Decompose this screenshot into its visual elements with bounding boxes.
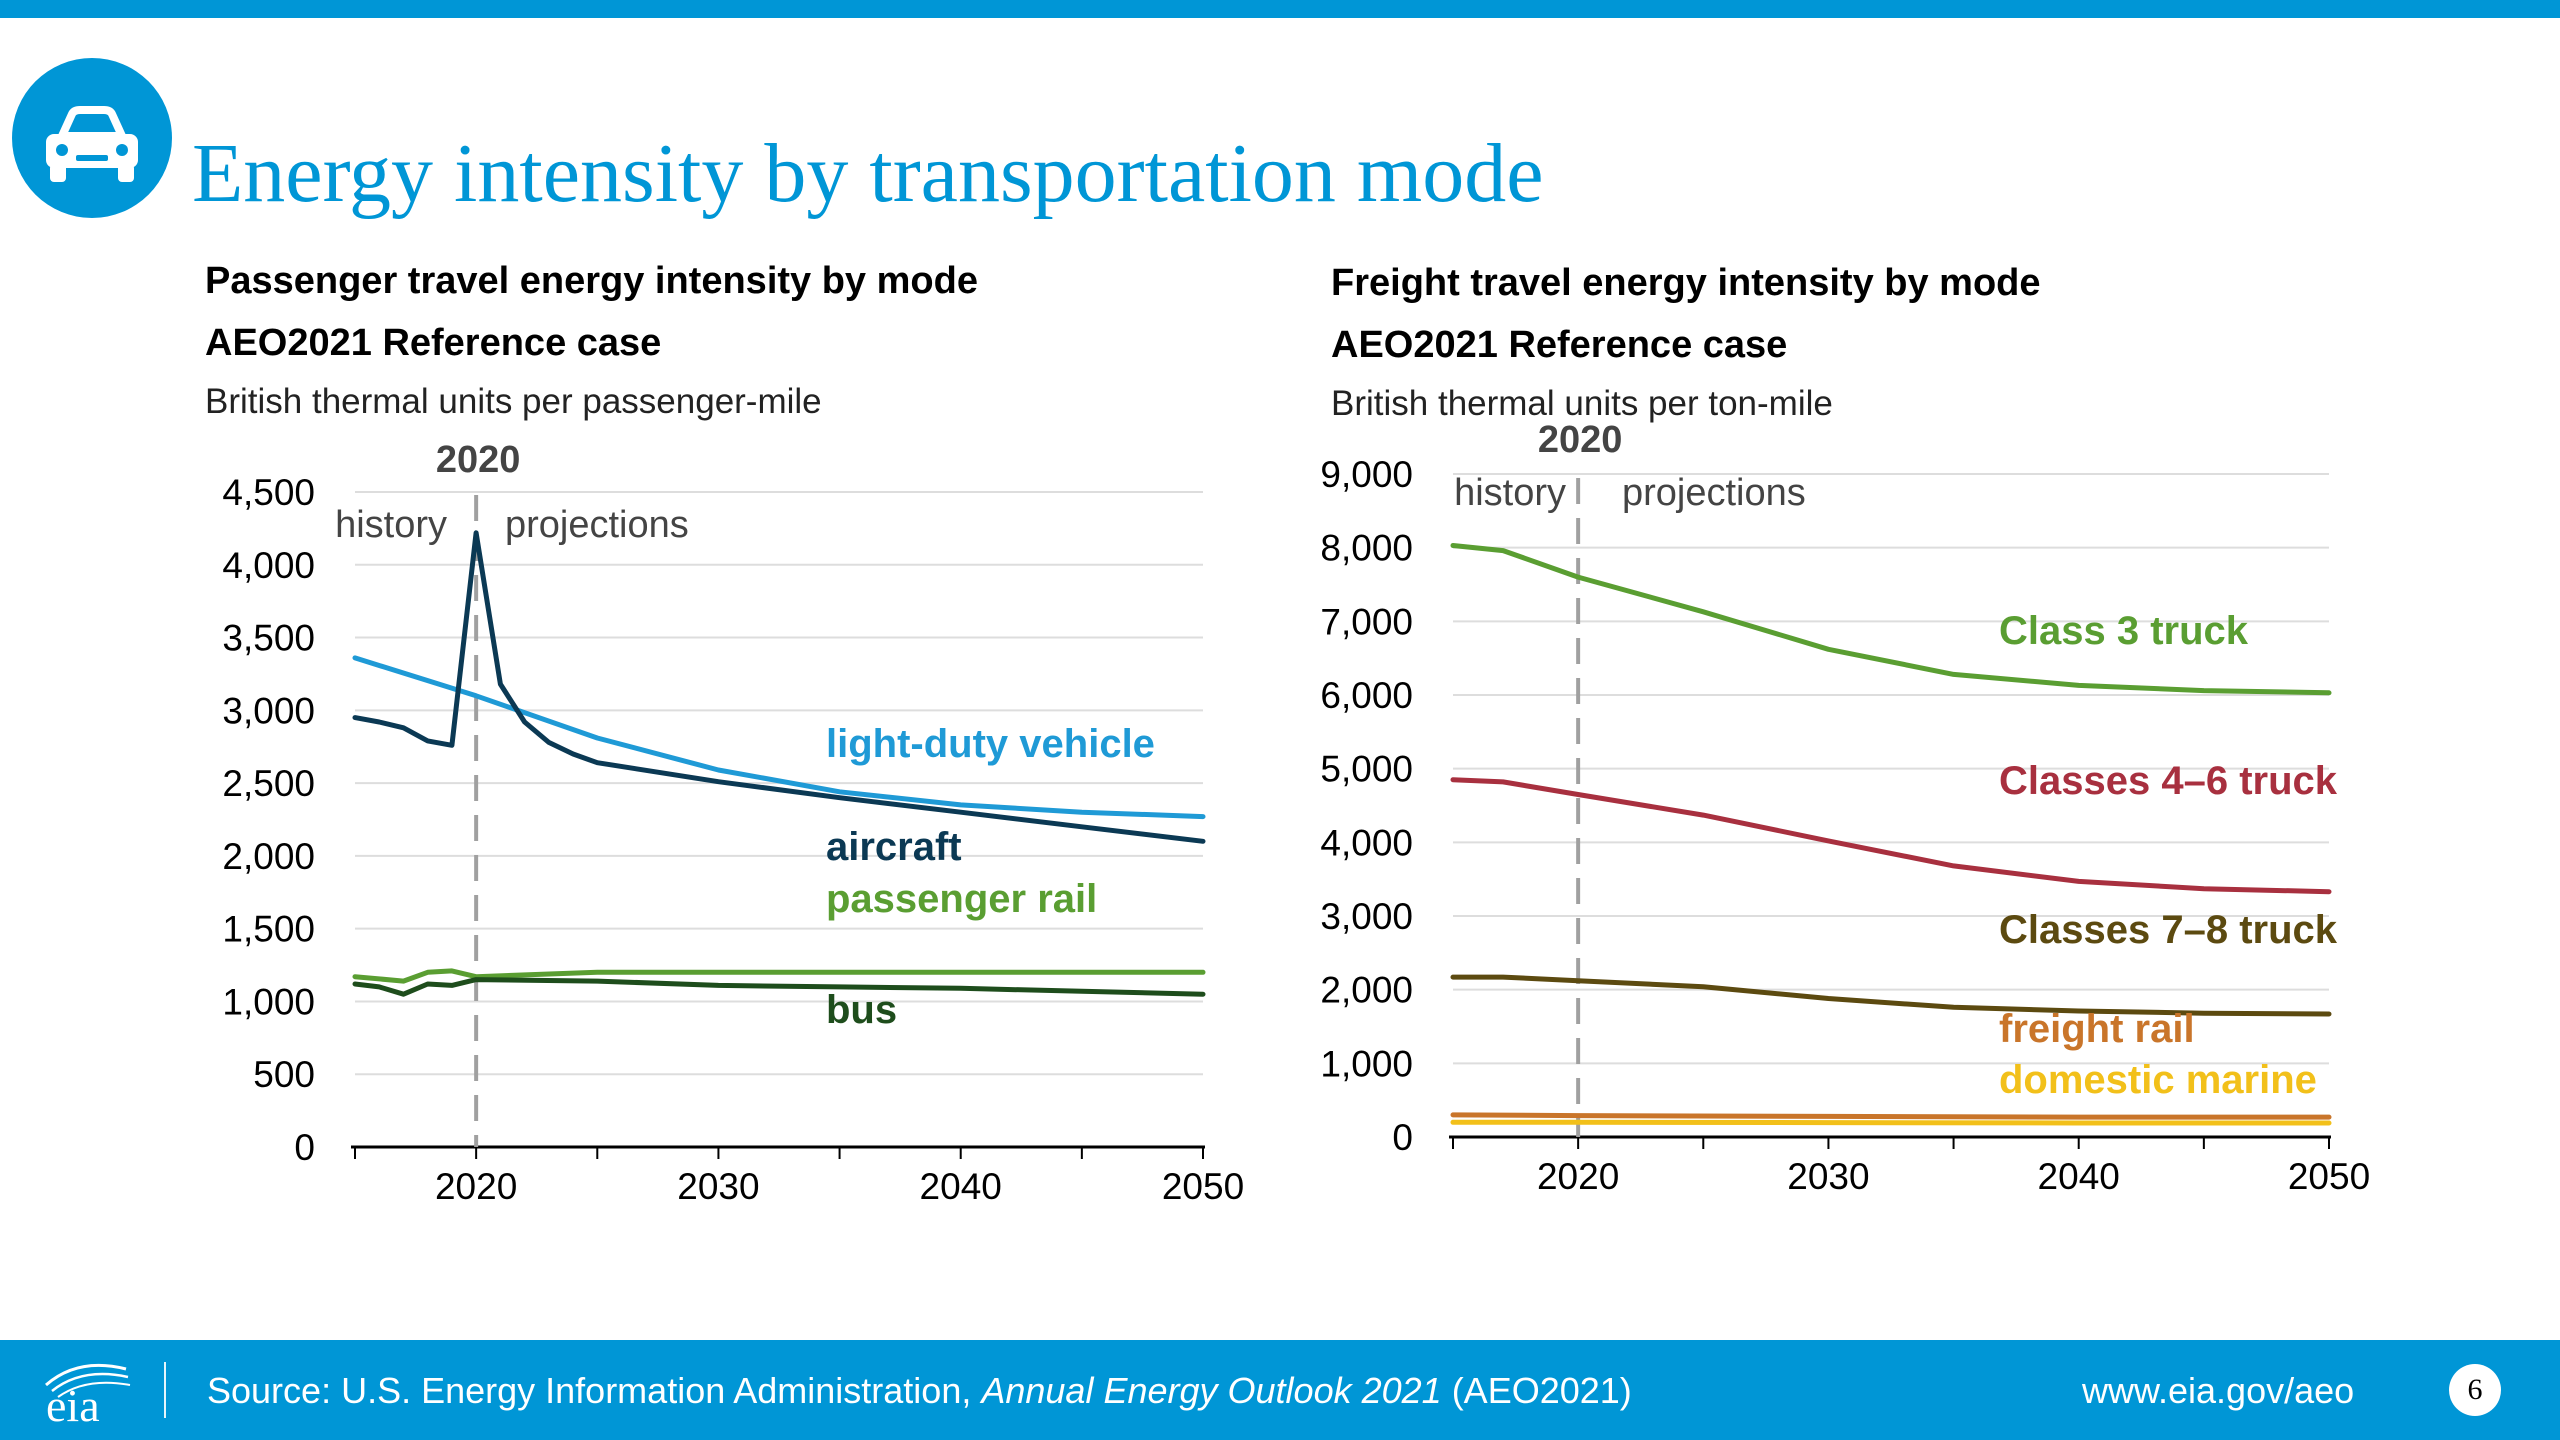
- passenger-y-tick-label: 3,500: [222, 618, 315, 659]
- freight-y-tick-label: 4,000: [1320, 822, 1413, 863]
- passenger-y-tick-label: 2,000: [222, 836, 315, 877]
- passenger-y-tick-label: 4,500: [222, 472, 315, 513]
- freight-divider-year-label: 2020: [1538, 419, 1623, 461]
- freight-y-tick-label: 1,000: [1320, 1043, 1413, 1084]
- source-prefix: Source: U.S. Energy Information Administ…: [207, 1370, 982, 1411]
- top-accent-bar: [0, 0, 2560, 18]
- freight-y-tick-label: 3,000: [1320, 896, 1413, 937]
- passenger-divider-year-label: 2020: [436, 439, 521, 481]
- freight-history-label: history: [1454, 472, 1566, 514]
- freight-y-tick-label: 8,000: [1320, 528, 1413, 569]
- passenger-chart-title: Passenger travel energy intensity by mod…: [205, 260, 978, 302]
- passenger-y-tick-label: 3,000: [222, 690, 315, 731]
- source-suffix: (AEO2021): [1441, 1370, 1632, 1411]
- eia-logo-icon: eia: [45, 1363, 131, 1425]
- freight-series-class-3-truck: [1450, 543, 2332, 696]
- passenger-series-label-aircraft: aircraft: [826, 825, 962, 869]
- passenger-series-light-duty-vehicle: [352, 655, 1206, 820]
- freight-y-tick-label: 6,000: [1320, 675, 1413, 716]
- passenger-series-passenger-rail: [352, 968, 1206, 984]
- freight-series-label-classes-7-8-truck: Classes 7–8 truck: [1999, 908, 2338, 952]
- freight-chart-subtitle: AEO2021 Reference case: [1331, 324, 1788, 366]
- freight-energy-intensity-chart: 0 1,000 2,000 3,000 4,000 5,000 6,000 7,000 8,00…: [1320, 419, 2370, 1197]
- freight-projections-label: projections: [1622, 472, 1806, 514]
- freight-x-tick-label: 2030: [1787, 1156, 1869, 1197]
- passenger-series-label-passenger-rail: passenger rail: [826, 877, 1097, 921]
- freight-chart-header: Freight travel energy intensity by mode …: [1331, 252, 2041, 432]
- freight-y-tick-label: 7,000: [1320, 601, 1413, 642]
- passenger-energy-intensity-chart: 0 500 1,000 1,500 2,000 2,500 3,000 3,500 4,000 4…: [222, 439, 1244, 1207]
- source-publication: Annual Energy Outlook 2021: [981, 1370, 1442, 1411]
- freight-x-tick-label: 2040: [2038, 1156, 2120, 1197]
- freight-chart-title: Freight travel energy intensity by mode: [1331, 262, 2041, 304]
- passenger-chart-subtitle: AEO2021 Reference case: [205, 322, 662, 364]
- freight-y-tick-label: 0: [1392, 1117, 1413, 1158]
- slide-title: Energy intensity by transportation mode: [192, 127, 1544, 220]
- passenger-series-label-light-duty-vehicle: light-duty vehicle: [826, 722, 1155, 766]
- passenger-y-tick-label: 1,000: [222, 981, 315, 1022]
- passenger-y-tick-label: 0: [294, 1127, 315, 1168]
- freight-series-domestic-marine: [1450, 1119, 2332, 1126]
- freight-y-tick-label: 5,000: [1320, 749, 1413, 790]
- passenger-projections-label: projections: [505, 504, 689, 546]
- passenger-series-aircraft: [352, 530, 1206, 844]
- freight-series-freight-rail: [1450, 1112, 2332, 1120]
- freight-series-label-freight-rail: freight rail: [1999, 1007, 2195, 1051]
- passenger-y-tick-label: 500: [253, 1054, 315, 1095]
- freight-chart-units: British thermal units per ton-mile: [1331, 384, 1833, 423]
- passenger-series-label-bus: bus: [826, 988, 897, 1032]
- footer-divider: [164, 1362, 166, 1418]
- eia-logo-text: eia: [46, 1380, 100, 1425]
- passenger-y-tick-label: 1,500: [222, 909, 315, 950]
- page-number: 6: [2449, 1364, 2501, 1416]
- source-citation: Source: U.S. Energy Information Administ…: [207, 1370, 1632, 1412]
- passenger-x-tick-label: 2030: [677, 1166, 759, 1207]
- passenger-series-bus: [352, 977, 1206, 997]
- freight-x-tick-label: 2020: [1537, 1156, 1619, 1197]
- freight-series-label-classes-4-6-truck: Classes 4–6 truck: [1999, 759, 2338, 803]
- freight-x-tick-label: 2050: [2288, 1156, 2370, 1197]
- passenger-x-tick-label: 2050: [1162, 1166, 1244, 1207]
- freight-series-classes-4-6-truck: [1450, 777, 2332, 895]
- passenger-y-tick-label: 2,500: [222, 763, 315, 804]
- passenger-chart-units: British thermal units per passenger-mile: [205, 382, 822, 421]
- freight-series-label-class-3-truck: Class 3 truck: [1999, 609, 2249, 653]
- passenger-y-tick-label: 4,000: [222, 545, 315, 586]
- passenger-x-tick-label: 2020: [435, 1166, 517, 1207]
- footer-url[interactable]: www.eia.gov/aeo: [2082, 1370, 2355, 1411]
- passenger-history-label: history: [335, 504, 447, 546]
- freight-series-classes-7-8-truck: [1450, 974, 2332, 1017]
- car-icon: [12, 58, 172, 218]
- freight-y-tick-label: 2,000: [1320, 970, 1413, 1011]
- freight-y-tick-label: 9,000: [1320, 454, 1413, 495]
- freight-series-label-domestic-marine: domestic marine: [1999, 1058, 2317, 1102]
- footer: eia Source: U.S. Energy Information Admi…: [0, 1340, 2560, 1440]
- passenger-chart-header: Passenger travel energy intensity by mod…: [205, 250, 978, 430]
- passenger-x-tick-label: 2040: [920, 1166, 1002, 1207]
